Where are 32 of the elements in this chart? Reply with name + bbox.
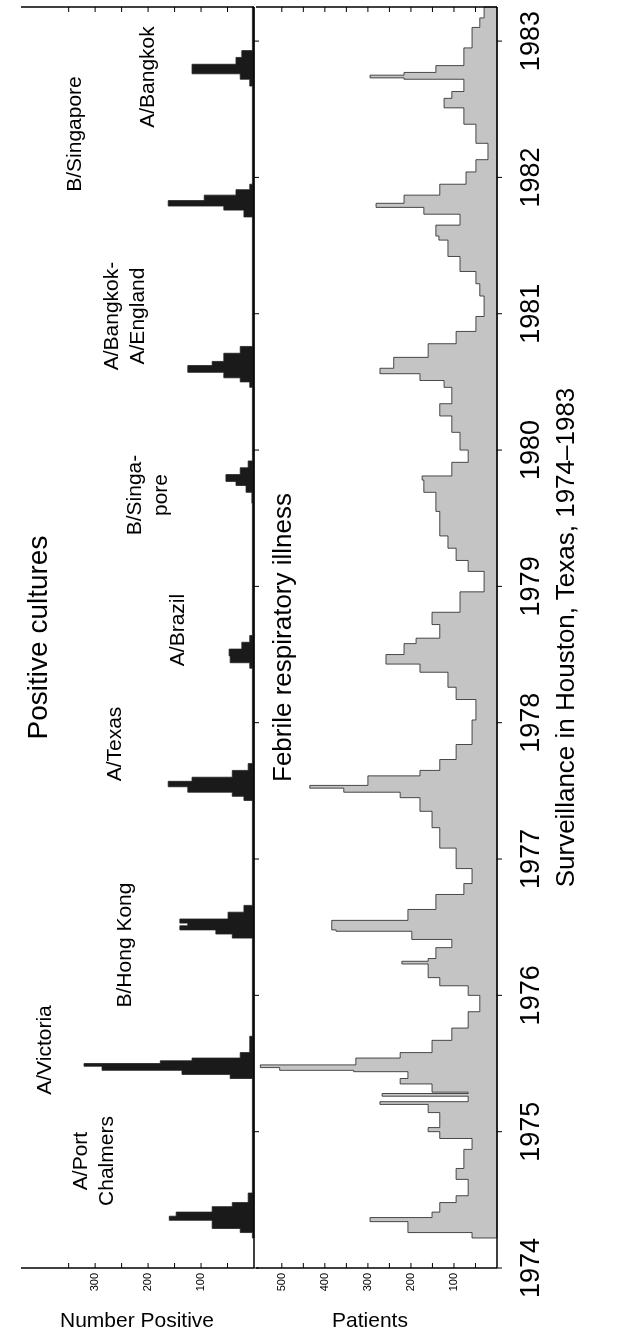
annotation: A/Bangkok- A/England: [98, 261, 148, 371]
annotation: A/Port Chalmers: [67, 1116, 117, 1206]
y-tick-label: 1980: [515, 420, 546, 481]
x-tick-label: 100: [446, 1273, 459, 1292]
y-tick-label: 1976: [515, 965, 546, 1026]
x-tick-label: 400: [317, 1273, 330, 1292]
annotation: A/Victoria: [31, 1004, 55, 1095]
annotation: A/Bangkok: [134, 25, 158, 128]
annotation: B/Singa- pore: [121, 454, 171, 536]
annotation: B/Hong Kong: [111, 882, 135, 1008]
y-axis-title: Surveillance in Houston, Texas, 1974–1983: [549, 387, 580, 888]
annotation: A/Brazil: [164, 593, 188, 667]
y-tick-label: 1983: [515, 11, 546, 72]
x-tick-label: 100: [193, 1273, 206, 1292]
y-tick-label: 1981: [515, 283, 546, 344]
y-tick-label: 1982: [515, 147, 546, 208]
annotation: B/Singapore: [61, 76, 85, 192]
x-tick-label: 300: [360, 1273, 373, 1292]
y-tick-label: 1975: [515, 1101, 546, 1162]
x-axis-title: Number Positive: [59, 1307, 215, 1331]
y-tick-label: 1974: [515, 1237, 546, 1299]
x-tick-label: 300: [88, 1273, 101, 1292]
x-tick-label: 200: [403, 1273, 416, 1292]
x-axis-title: Patients: [332, 1307, 408, 1331]
annotation: A/Texas: [101, 706, 125, 782]
x-tick-label: 500: [274, 1273, 287, 1292]
y-tick-label: 1978: [515, 692, 546, 753]
text: Positive cultures: [22, 535, 54, 740]
text: Febrile respiratory illness: [266, 493, 297, 782]
y-tick-label: 1979: [515, 556, 546, 617]
y-tick-label: 1977: [515, 828, 546, 890]
x-tick-label: 200: [141, 1273, 153, 1292]
